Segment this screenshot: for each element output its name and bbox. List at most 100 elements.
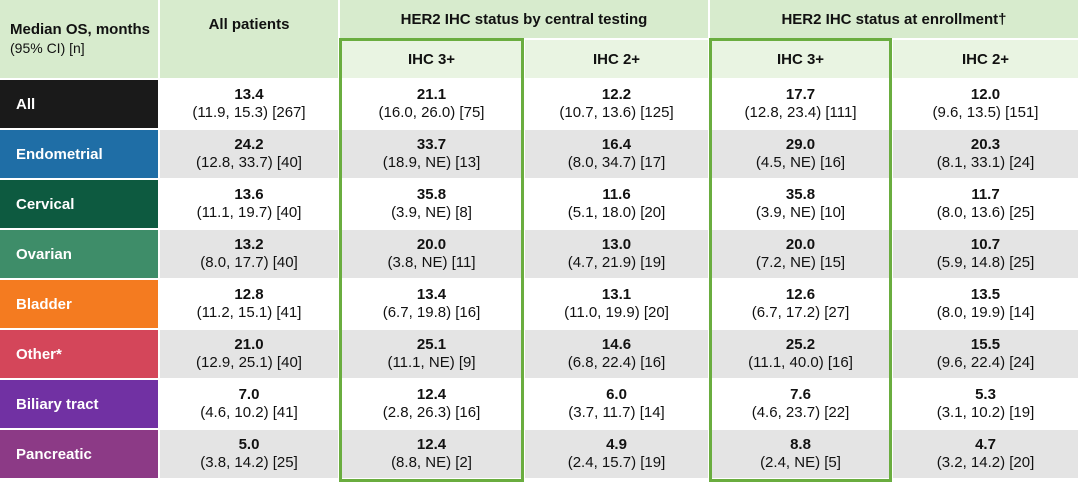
median-value: 21.0 — [234, 336, 264, 353]
data-cell: 4.9 (2.4, 15.7) [19] — [525, 430, 708, 478]
confidence-interval: (3.9, NE) [10] — [755, 204, 846, 221]
data-cell: 29.0 (4.5, NE) [16] — [710, 130, 891, 178]
data-cell: 7.6 (4.6, 23.7) [22] — [710, 380, 891, 428]
confidence-interval: (3.2, 14.2) [20] — [936, 454, 1035, 471]
data-cell: 20.3 (8.1, 33.1) [24] — [893, 130, 1078, 178]
median-value: 12.2 — [601, 86, 632, 103]
median-value: 12.6 — [785, 286, 816, 303]
confidence-interval: (5.9, 14.8) [25] — [936, 254, 1035, 271]
median-value: 4.7 — [975, 436, 996, 453]
confidence-interval: (2.4, NE) [5] — [760, 454, 841, 471]
median-value: 14.6 — [601, 336, 632, 353]
data-cell: 35.8 (3.9, NE) [8] — [340, 180, 523, 228]
data-cell: 33.7 (18.9, NE) [13] — [340, 130, 523, 178]
confidence-interval: (8.8, NE) [2] — [391, 454, 472, 471]
confidence-interval: (6.8, 22.4) [16] — [567, 354, 666, 371]
median-value: 12.8 — [234, 286, 264, 303]
data-cell: 25.1 (11.1, NE) [9] — [340, 330, 523, 378]
data-cell: 15.5 (9.6, 22.4) [24] — [893, 330, 1078, 378]
median-value: 13.2 — [234, 236, 264, 253]
median-value: 10.7 — [970, 236, 1001, 253]
data-cell: 10.7 (5.9, 14.8) [25] — [893, 230, 1078, 278]
data-cell: 13.5 (8.0, 19.9) [14] — [893, 280, 1078, 328]
data-cell: 7.0 (4.6, 10.2) [41] — [160, 380, 338, 428]
confidence-interval: (11.1, NE) [9] — [387, 354, 476, 371]
median-value: 20.3 — [970, 136, 1001, 153]
data-cell: 35.8 (3.9, NE) [10] — [710, 180, 891, 228]
data-cell: 20.0 (3.8, NE) [11] — [340, 230, 523, 278]
confidence-interval: (8.0, 34.7) [17] — [567, 154, 666, 171]
median-value: 35.8 — [785, 186, 816, 203]
row-label: Bladder — [0, 280, 158, 328]
confidence-interval: (4.6, 23.7) [22] — [751, 404, 850, 421]
data-cell: 11.7 (8.0, 13.6) [25] — [893, 180, 1078, 228]
column-header: IHC 3+ — [710, 40, 891, 78]
median-value: 13.6 — [234, 186, 264, 203]
data-cell: 17.7 (12.8, 23.4) [111] — [710, 80, 891, 128]
data-cell: 13.2 (8.0, 17.7) [40] — [160, 230, 338, 278]
data-cell: 12.8 (11.2, 15.1) [41] — [160, 280, 338, 328]
median-value: 17.7 — [785, 86, 816, 103]
confidence-interval: (8.1, 33.1) [24] — [936, 154, 1035, 171]
confidence-interval: (6.7, 19.8) [16] — [382, 304, 481, 321]
corner-subtitle: (95% CI) [n] — [10, 40, 85, 56]
median-value: 4.9 — [606, 436, 627, 453]
data-cell: 12.6 (6.7, 17.2) [27] — [710, 280, 891, 328]
data-cell: 13.4 (11.9, 15.3) [267] — [160, 80, 338, 128]
confidence-interval: (6.7, 17.2) [27] — [751, 304, 850, 321]
median-value: 13.0 — [601, 236, 632, 253]
confidence-interval: (3.8, 14.2) [25] — [200, 454, 298, 471]
confidence-interval: (3.7, 11.7) [14] — [568, 404, 665, 421]
confidence-interval: (11.1, 19.7) [40] — [196, 204, 302, 221]
confidence-interval: (11.2, 15.1) [41] — [196, 304, 302, 321]
data-cell: 5.0 (3.8, 14.2) [25] — [160, 430, 338, 478]
data-cell: 4.7 (3.2, 14.2) [20] — [893, 430, 1078, 478]
group-header: HER2 IHC status by central testing — [340, 0, 708, 38]
confidence-interval: (8.0, 17.7) [40] — [200, 254, 298, 271]
data-cell: 13.4 (6.7, 19.8) [16] — [340, 280, 523, 328]
data-cell: 21.0 (12.9, 25.1) [40] — [160, 330, 338, 378]
confidence-interval: (10.7, 13.6) [125] — [559, 104, 674, 121]
median-value: 13.1 — [601, 286, 632, 303]
confidence-interval: (11.0, 19.9) [20] — [564, 304, 669, 321]
median-value: 11.6 — [602, 186, 631, 203]
data-cell: 6.0 (3.7, 11.7) [14] — [525, 380, 708, 428]
column-header: IHC 2+ — [525, 40, 708, 78]
data-cell: 20.0 (7.2, NE) [15] — [710, 230, 891, 278]
median-value: 11.7 — [971, 186, 1000, 203]
median-value: 35.8 — [416, 186, 447, 203]
data-cell: 14.6 (6.8, 22.4) [16] — [525, 330, 708, 378]
data-cell: 12.4 (8.8, NE) [2] — [340, 430, 523, 478]
data-cell: 13.0 (4.7, 21.9) [19] — [525, 230, 708, 278]
confidence-interval: (9.6, 22.4) [24] — [936, 354, 1035, 371]
row-label: Biliary tract — [0, 380, 158, 428]
median-value: 20.0 — [785, 236, 816, 253]
row-label: All — [0, 80, 158, 128]
data-cell: 12.0 (9.6, 13.5) [151] — [893, 80, 1078, 128]
confidence-interval: (7.2, NE) [15] — [755, 254, 846, 271]
median-value: 21.1 — [416, 86, 447, 103]
median-value: 25.1 — [416, 336, 447, 353]
confidence-interval: (5.1, 18.0) [20] — [567, 204, 666, 221]
median-value: 15.5 — [970, 336, 1001, 353]
median-value: 25.2 — [785, 336, 816, 353]
confidence-interval: (9.6, 13.5) [151] — [932, 104, 1039, 121]
median-value: 6.0 — [606, 386, 627, 403]
data-cell: 24.2 (12.8, 33.7) [40] — [160, 130, 338, 178]
confidence-interval: (12.8, 23.4) [111] — [744, 104, 857, 121]
data-cell: 8.8 (2.4, NE) [5] — [710, 430, 891, 478]
data-cell: 5.3 (3.1, 10.2) [19] — [893, 380, 1078, 428]
confidence-interval: (3.8, NE) [11] — [387, 254, 476, 271]
confidence-interval: (8.0, 13.6) [25] — [936, 204, 1035, 221]
confidence-interval: (18.9, NE) [13] — [382, 154, 481, 171]
data-cell: 13.6 (11.1, 19.7) [40] — [160, 180, 338, 228]
median-value: 8.8 — [790, 436, 811, 453]
data-cell: 13.1 (11.0, 19.9) [20] — [525, 280, 708, 328]
row-label: Cervical — [0, 180, 158, 228]
median-value: 12.4 — [416, 386, 447, 403]
confidence-interval: (12.9, 25.1) [40] — [196, 354, 302, 371]
median-value: 24.2 — [234, 136, 264, 153]
confidence-interval: (4.5, NE) [16] — [755, 154, 846, 171]
corner-header: Median OS, months (95% CI) [n] — [0, 0, 158, 78]
